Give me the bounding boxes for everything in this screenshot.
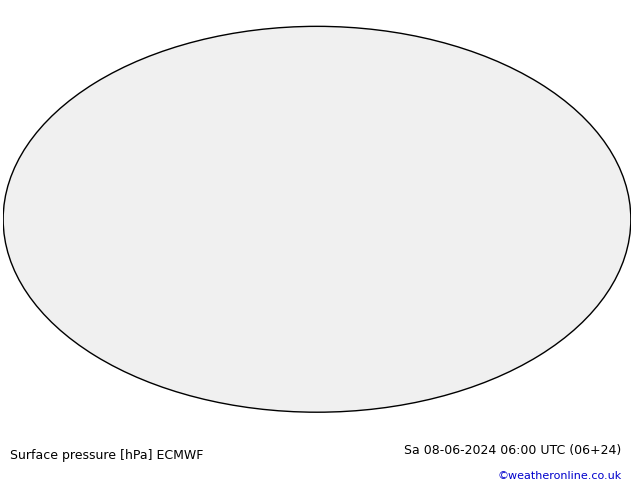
Text: ©weatheronline.co.uk: ©weatheronline.co.uk (497, 471, 621, 481)
Text: Sa 08-06-2024 06:00 UTC (06+24): Sa 08-06-2024 06:00 UTC (06+24) (404, 443, 621, 457)
Text: Surface pressure [hPa] ECMWF: Surface pressure [hPa] ECMWF (10, 449, 203, 462)
Ellipse shape (3, 26, 631, 412)
